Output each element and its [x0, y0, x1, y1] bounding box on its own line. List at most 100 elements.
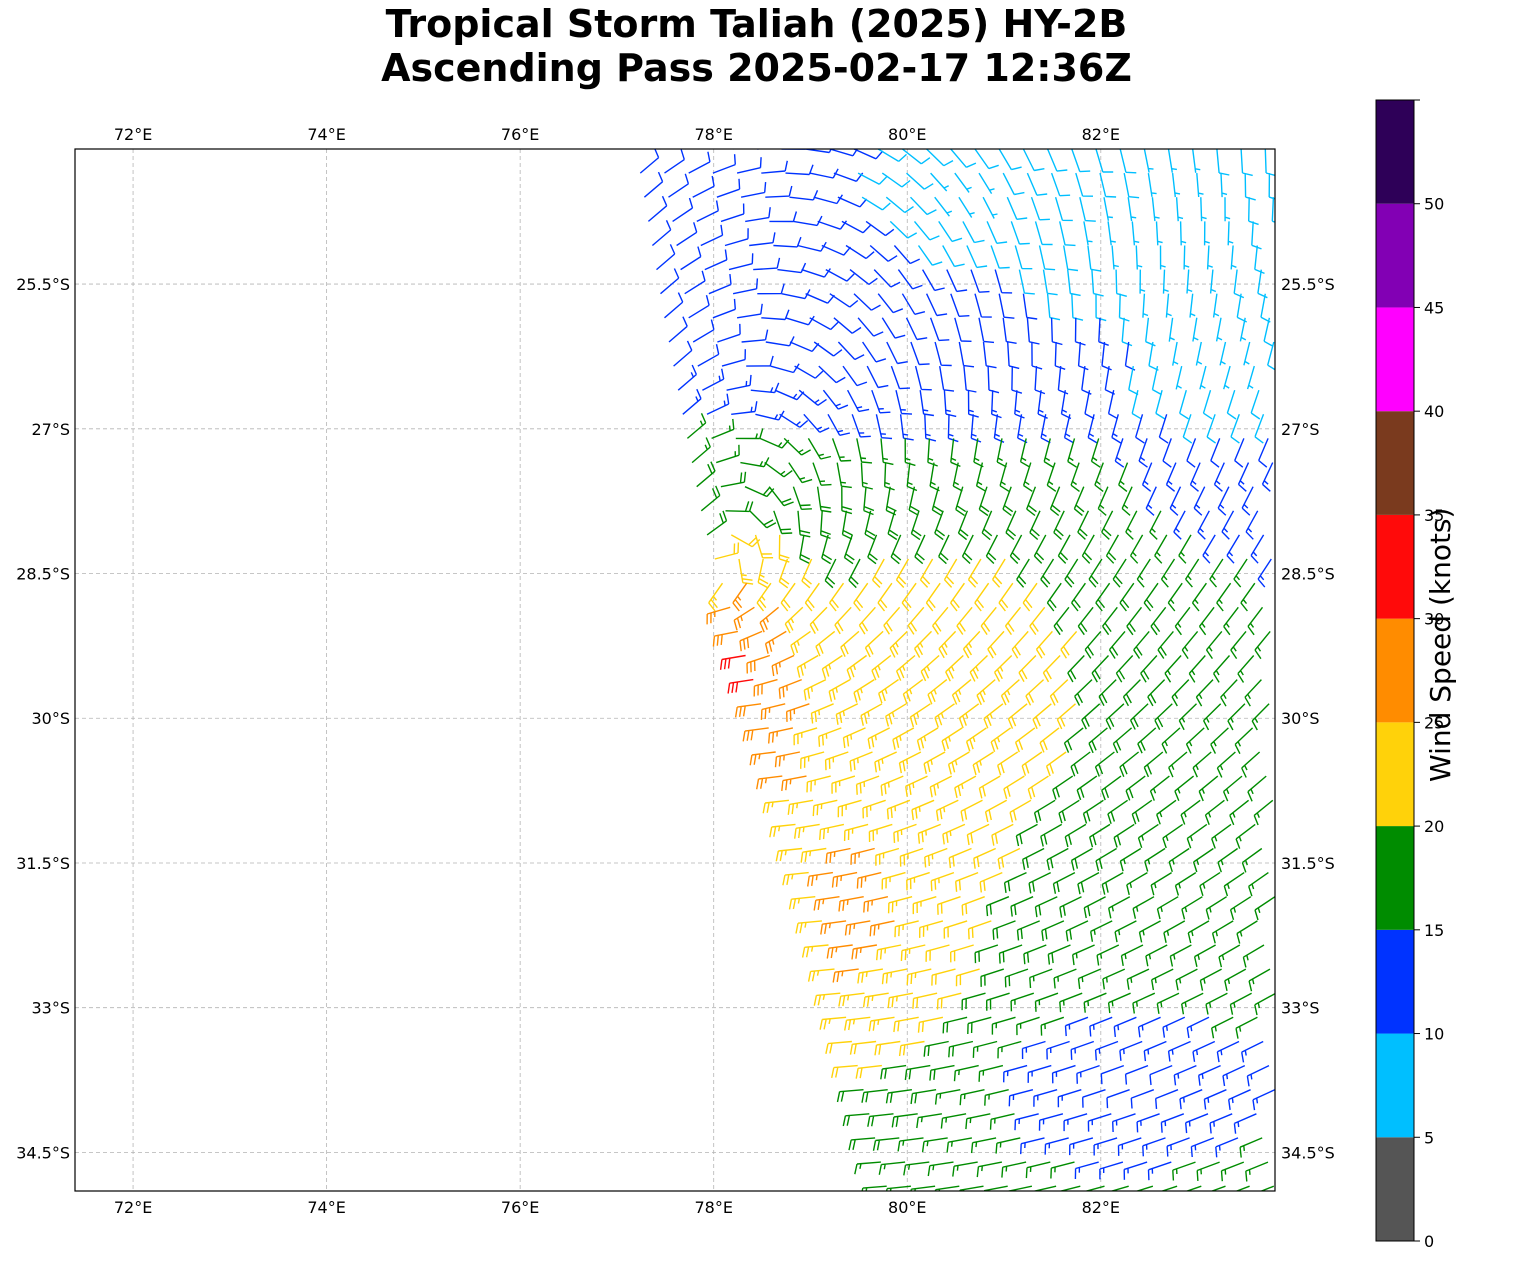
wind-barb — [813, 341, 843, 357]
wind-barb — [1268, 173, 1275, 200]
wind-barb — [1243, 341, 1251, 366]
lat-tick-label: 28.5°S — [1281, 565, 1335, 584]
wind-barb — [717, 323, 741, 343]
wind-barb — [934, 510, 946, 541]
wind-barb — [938, 534, 950, 565]
wind-barb — [797, 241, 827, 252]
colorbar: 0 5 10 15 20 25 30 35 40 45 50 — [1375, 99, 1444, 1251]
wind-barb — [1123, 1161, 1148, 1180]
wind-barb — [1181, 896, 1203, 920]
wind-barb — [1065, 920, 1089, 942]
wind-barb — [868, 1016, 895, 1032]
wind-barb — [813, 992, 841, 1006]
wind-barb — [877, 293, 904, 314]
wind-barb — [900, 944, 926, 962]
wind-barb — [1206, 245, 1213, 270]
wind-barb — [1196, 1161, 1220, 1181]
wind-barb — [773, 236, 802, 248]
wind-barb — [1123, 172, 1140, 199]
lat-tick-label: 31.5°S — [16, 854, 70, 873]
wind-barb — [1027, 775, 1049, 800]
wind-barb — [889, 220, 918, 239]
wind-barb — [1180, 799, 1201, 825]
wind-barb — [1102, 606, 1118, 636]
lon-tick-label: 82°E — [1082, 1198, 1120, 1217]
wind-barb — [936, 992, 962, 1010]
wind-barb — [909, 196, 937, 216]
wind-barb — [1183, 245, 1190, 270]
wind-barb — [1217, 847, 1239, 873]
wind-barbs — [636, 149, 1275, 1191]
wind-barb — [803, 413, 830, 433]
wind-barb — [973, 438, 984, 468]
wind-barb — [989, 1113, 1015, 1130]
wind-barb — [1098, 317, 1109, 346]
lat-tick-label: 27°S — [1281, 420, 1320, 439]
wind-barb — [921, 1137, 948, 1153]
wind-barb — [1223, 365, 1231, 390]
wind-barb — [924, 847, 948, 868]
wind-barb — [1077, 606, 1094, 636]
wind-barb — [831, 871, 858, 888]
wind-barb — [1167, 582, 1183, 612]
wind-barb — [889, 630, 908, 658]
wind-barb — [942, 1016, 968, 1034]
wind-barb — [1063, 1113, 1088, 1132]
wind-barb — [1220, 679, 1238, 707]
wind-barb — [1174, 775, 1195, 802]
wind-barb — [1136, 558, 1151, 588]
wind-barb — [1041, 920, 1065, 941]
wind-barb — [1211, 823, 1232, 849]
wind-barb — [820, 920, 847, 935]
wind-barb — [700, 224, 724, 247]
wind-barb — [1221, 510, 1235, 540]
wind-barb — [844, 1016, 871, 1031]
wind-barb — [746, 355, 774, 367]
wind-barb — [756, 582, 772, 612]
wind-barb — [1070, 462, 1080, 492]
wind-barb — [910, 1089, 937, 1105]
colorbar-segment — [1376, 1137, 1414, 1241]
wind-barb — [1222, 1064, 1246, 1087]
wind-barb — [785, 164, 814, 176]
wind-barb — [1228, 1089, 1251, 1110]
wind-barb — [843, 534, 855, 565]
wind-barb — [756, 775, 783, 790]
wind-barb — [850, 847, 875, 865]
wind-barb — [834, 606, 852, 635]
wind-barb — [1077, 341, 1089, 371]
wind-barb — [958, 341, 975, 368]
wind-barb — [1236, 293, 1248, 323]
wind-barb — [930, 172, 949, 192]
wind-barb — [1083, 896, 1106, 919]
chart-title-line-2: Ascending Pass 2025-02-17 12:36Z — [381, 46, 1132, 90]
wind-barb — [1121, 317, 1133, 347]
wind-barb — [861, 196, 891, 211]
wind-barb — [958, 196, 975, 218]
wind-barb — [1046, 847, 1069, 871]
wind-barb — [846, 389, 870, 413]
wind-barb — [704, 249, 728, 271]
wind-barb — [726, 374, 752, 391]
wind-barb — [1114, 920, 1137, 943]
wind-barb — [1030, 196, 1050, 221]
wind-barb — [759, 606, 780, 633]
wind-barb — [1070, 751, 1091, 777]
chart-title-line-1: Tropical Storm Taliah (2025) HY-2B — [385, 2, 1128, 46]
wind-barb — [861, 1089, 888, 1103]
colorbar-segment — [1376, 100, 1414, 204]
wind-barb — [1002, 317, 1017, 344]
wind-barb — [1075, 172, 1094, 197]
wind-barb — [1203, 1089, 1227, 1110]
wind-barb — [893, 823, 917, 843]
wind-barb — [757, 558, 769, 589]
colorbar-segment — [1376, 203, 1414, 308]
wind-barb — [1198, 775, 1219, 802]
wind-barb — [1173, 1064, 1197, 1086]
wind-barb — [1105, 703, 1125, 730]
wind-barb — [895, 390, 913, 415]
wind-barb — [757, 149, 763, 150]
wind-barb — [1224, 197, 1231, 222]
wind-barb — [1267, 341, 1275, 371]
